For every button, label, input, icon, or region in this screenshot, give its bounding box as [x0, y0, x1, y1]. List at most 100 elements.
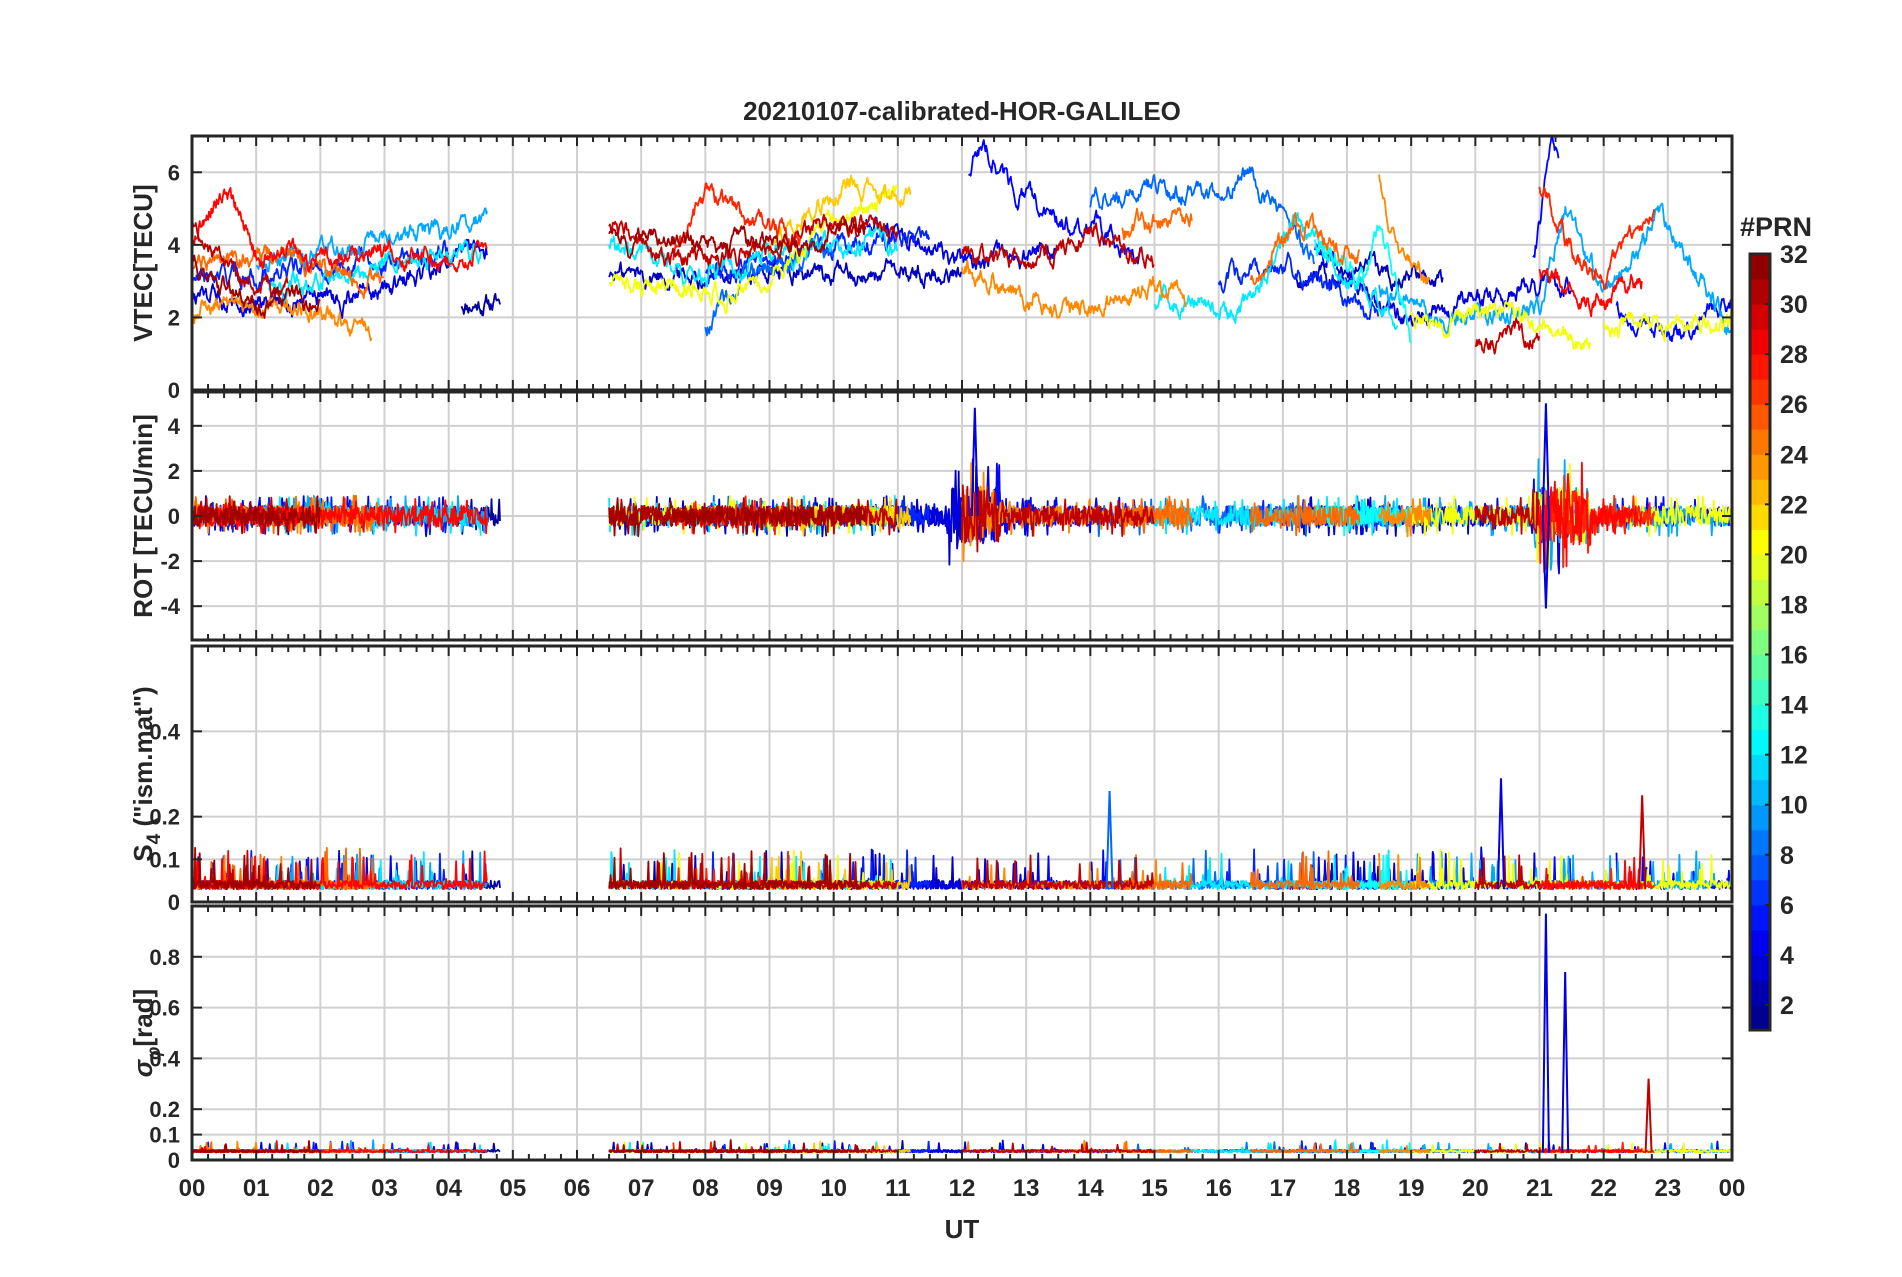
series-prn-28-segment-0: [192, 496, 488, 535]
panel-series: [192, 778, 1732, 891]
y-tick-label: 0: [168, 890, 180, 915]
chart-title: 20210107-calibrated-HOR-GALILEO: [743, 96, 1181, 126]
series-prn-28-segment-1: [1538, 1144, 1643, 1154]
series-prn-6-segment-2: [1217, 251, 1380, 321]
colorbar-tick-label: 26: [1780, 391, 1808, 419]
colorbar-tick-label: 6: [1780, 892, 1794, 920]
colorbar-band: [1750, 679, 1770, 706]
x-tick-label: 15: [1141, 1175, 1168, 1202]
y-axis-label: ROT [TECU/min]: [128, 414, 158, 618]
colorbar-band: [1750, 579, 1770, 605]
x-tick-label: 00: [179, 1175, 206, 1202]
colorbar-band: [1750, 754, 1770, 781]
y-axis-label: σφ[rad]: [128, 989, 165, 1077]
panel-series: [192, 913, 1732, 1154]
colorbar-tick-label: 8: [1780, 842, 1794, 870]
series-prn-4-segment-1: [864, 216, 1059, 271]
panel-frame: [190, 904, 1734, 1162]
panel-sigma: 00.10.2 0.4 0.6 0.8 σφ[rad]: [128, 904, 1734, 1173]
series-prn-31-segment-1: [608, 216, 867, 260]
series-prn-30-segment-2: [961, 854, 1155, 891]
series-prn-30-segment-2: [961, 222, 1155, 270]
x-tick-label: 21: [1526, 1175, 1553, 1202]
colorbar-band: [1750, 404, 1770, 430]
y-tick-label: -4: [160, 594, 180, 619]
series-prn-30-segment-3: [1474, 488, 1541, 535]
series-prn-30-segment-3: [1474, 317, 1541, 355]
colorbar-band: [1750, 429, 1770, 455]
x-tick-label: 05: [499, 1175, 526, 1202]
x-tick-label: 06: [564, 1175, 591, 1202]
series-prn-4-segment-2: [1314, 243, 1573, 327]
series-prn-25-segment-2: [1249, 850, 1361, 891]
series-prn-13-segment-0: [1314, 854, 1412, 890]
series-prn-24-segment-1: [961, 259, 1187, 319]
colorbar-band: [1750, 379, 1770, 405]
y-tick-label: 0: [168, 1148, 180, 1173]
series-prn-28-segment-1: [1538, 461, 1643, 568]
y-axis-label-sub: φ: [144, 1047, 165, 1060]
series-prn-30-segment-3: [1474, 854, 1541, 890]
colorbar-band: [1750, 304, 1770, 330]
colorbar-band: [1750, 879, 1770, 906]
x-tick-label: 03: [371, 1175, 398, 1202]
colorbar-tick-label: 18: [1780, 591, 1808, 619]
series-prn-25-segment-1: [1121, 207, 1194, 241]
series-prn-24-segment-2: [1378, 852, 1431, 891]
series-prn-20-segment-1: [1410, 300, 1592, 351]
colorbar-band: [1750, 354, 1770, 380]
x-tick-label: 08: [692, 1175, 719, 1202]
colorbar-tick-label: 4: [1780, 942, 1794, 970]
y-tick-label: 0.4: [149, 719, 180, 744]
colorbar-tick-label: 16: [1780, 642, 1808, 670]
series-prn-30-segment-0: [192, 495, 289, 535]
y-tick-label: 0.8: [149, 945, 180, 970]
colorbar-band: [1750, 854, 1770, 881]
x-tick-label: 07: [628, 1175, 655, 1202]
colorbar-tick-label: 28: [1780, 341, 1808, 369]
colorbar-tick-label: 10: [1780, 792, 1808, 820]
colorbar-band: [1750, 779, 1770, 806]
series-prn-3-segment-1: [1294, 250, 1444, 292]
x-tick-label: 20: [1462, 1175, 1489, 1202]
series-prn-12-segment-1: [608, 225, 898, 288]
series-prn-20-segment-2: [1603, 309, 1732, 343]
series-prn-27-segment-1: [1538, 186, 1656, 291]
y-axis-label-main: S: [128, 844, 158, 861]
y-tick-label: 4: [168, 414, 181, 439]
spike-sigma-0: [1541, 913, 1550, 1153]
series-prn-28-segment-1: [1538, 267, 1643, 318]
colorbar-band: [1750, 654, 1770, 681]
colorbar-band: [1750, 629, 1770, 656]
y-tick-label: 4: [168, 233, 181, 258]
y-axis-label-main: σ: [128, 1058, 158, 1077]
spike-rot-0: [970, 407, 979, 517]
colorbar-band: [1750, 829, 1770, 856]
colorbar-band: [1750, 479, 1770, 505]
colorbar-tick-label: 22: [1780, 491, 1808, 519]
series-prn-28-segment-1: [1539, 856, 1643, 890]
series-prn-24-segment-2: [1378, 174, 1431, 285]
y-axis-label-tail: [rad]: [128, 989, 158, 1047]
x-tick-label: 12: [949, 1175, 976, 1202]
colorbar-band: [1750, 954, 1770, 981]
panel-s4: 00.10.20.4S4 ("ism.mat"): [128, 644, 1734, 915]
series-prn-12-segment-2: [1153, 495, 1399, 536]
x-tick-label: 04: [435, 1175, 462, 1202]
x-tick-label: 18: [1334, 1175, 1361, 1202]
colorbar-tick-label: 32: [1780, 241, 1808, 269]
spike-sigma-2: [1644, 1078, 1653, 1153]
x-tick-label: 17: [1269, 1175, 1296, 1202]
series-prn-31-segment-1: [608, 497, 867, 538]
spike-rot-2: [1541, 515, 1550, 609]
series-prn-25-segment-1: [1122, 1140, 1194, 1154]
series-prn-5-segment-0: [968, 139, 1142, 265]
series-prn-24-segment-2: [1378, 498, 1431, 538]
colorbar-band: [1750, 254, 1770, 280]
series-prn-31-segment-0: [192, 852, 321, 891]
spike-s4-0: [1497, 778, 1505, 890]
series-prn-30-segment-3: [1474, 1142, 1540, 1154]
series-prn-24-segment-2: [1378, 1145, 1431, 1154]
